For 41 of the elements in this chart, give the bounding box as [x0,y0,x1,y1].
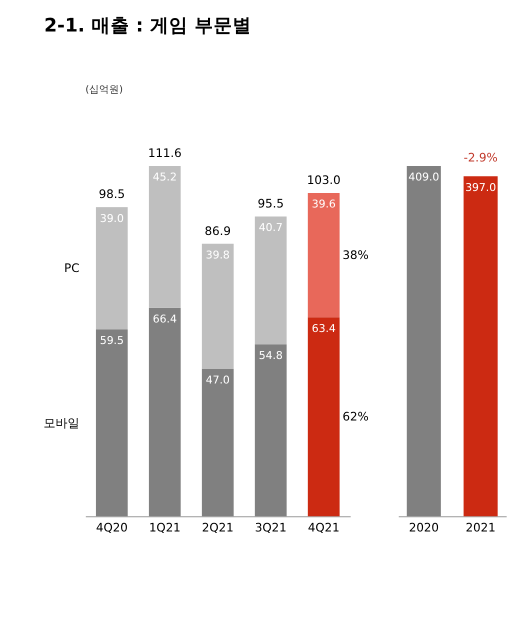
x-tick-label: 4Q20 [96,520,128,535]
data-label: 45.2 [152,170,177,184]
x-tick-label: 2Q21 [202,520,234,535]
data-label: 40.7 [258,221,283,234]
annotation: 38% [342,248,369,262]
total-label: 95.5 [258,196,284,211]
bar [96,330,128,516]
bar [96,207,128,330]
x-tick-label: 1Q21 [148,520,181,535]
data-label: 39.0 [100,212,124,225]
bar [254,216,287,344]
data-label: 47.0 [206,373,230,386]
total-label: 111.6 [148,146,182,160]
x-tick-label: 3Q21 [254,520,287,535]
data-label: 54.8 [258,348,283,362]
bar [308,192,340,318]
chart-title: 2-1. 매출 : 게임 부문별 [44,16,252,37]
data-label: 39.8 [206,248,230,262]
annotation: 62% [342,410,369,424]
data-label: 63.4 [312,322,336,335]
total-label: 98.5 [98,187,125,202]
bar [254,344,287,516]
bar [202,368,234,516]
series-label: 모바일 [43,416,80,430]
data-label: 397.0 [465,180,496,194]
data-label: 66.4 [152,312,177,326]
bar [308,317,340,516]
x-tick-label: 2020 [408,520,439,535]
series-label: PC [64,261,80,276]
bar [202,244,234,369]
data-label: 59.5 [100,334,124,348]
bar [148,308,181,516]
bar [148,166,181,308]
total-label: 86.9 [204,224,231,238]
data-label: 39.6 [312,198,336,211]
data-label: 409.0 [408,170,440,184]
total-label: 103.0 [306,173,341,188]
x-tick-label: 2021 [466,520,496,535]
y-axis-title: (십억원) [85,84,123,96]
x-tick-label: 4Q21 [308,520,340,535]
annotation: -2.9% [464,150,498,165]
